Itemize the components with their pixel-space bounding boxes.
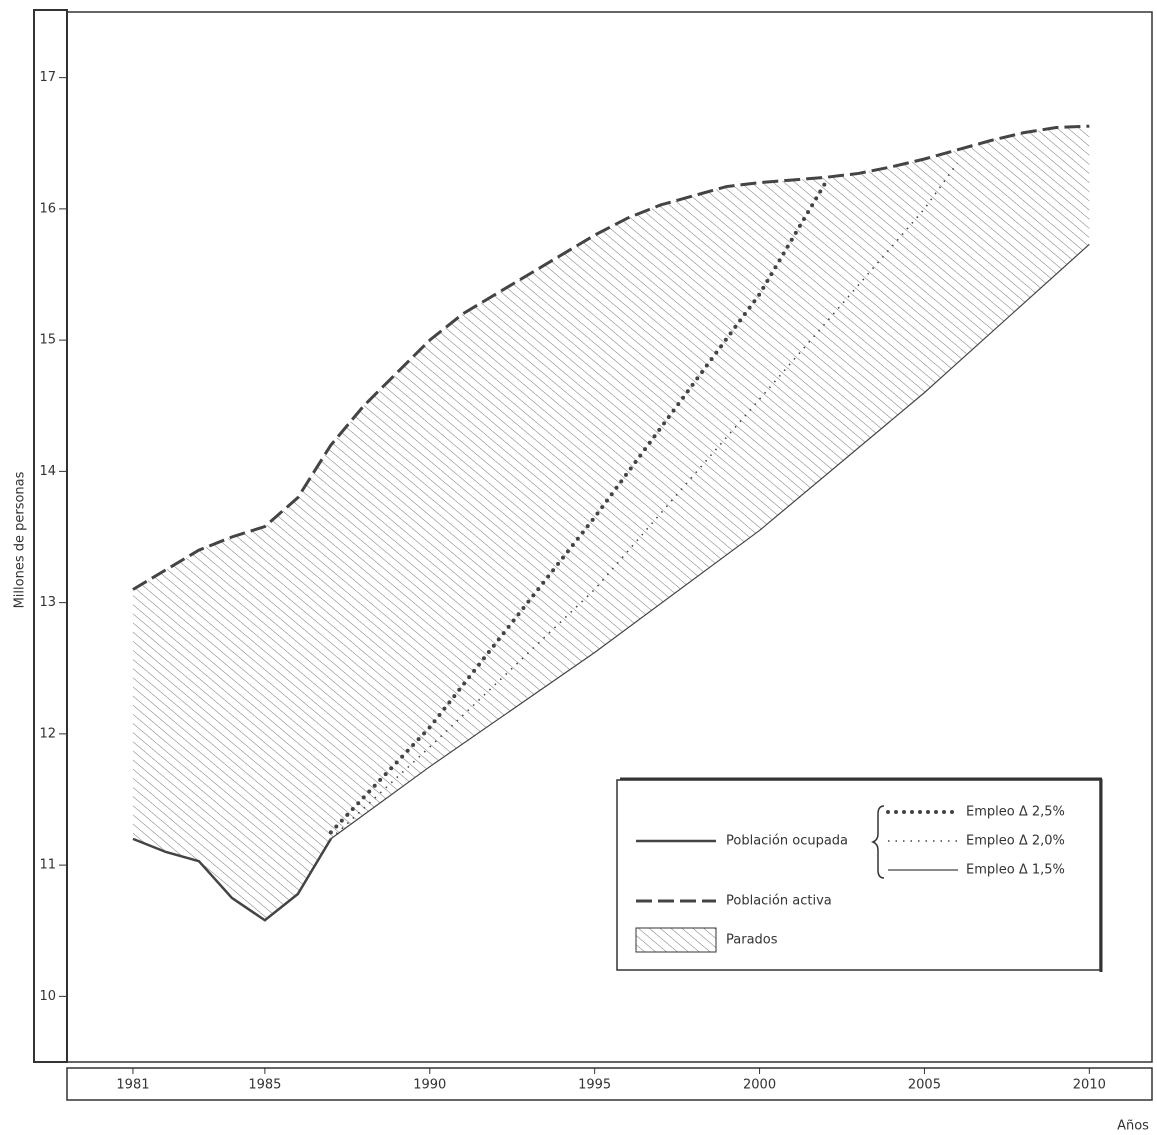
y-tick-label: 16 [39, 201, 56, 216]
y-tick-label: 12 [39, 726, 56, 741]
legend-label: Parados [726, 933, 778, 948]
legend-label: Población ocupada [726, 834, 848, 849]
y-tick-label: 11 [39, 858, 56, 873]
x-tick-label: 2010 [1073, 1078, 1106, 1093]
legend-label: Empleo Δ 2,0% [966, 834, 1065, 849]
left-strip [33, 9, 68, 1063]
y-tick-label: 17 [39, 70, 56, 85]
x-tick-label: 2000 [743, 1078, 776, 1093]
x-tick-label: 1981 [116, 1078, 149, 1093]
series-line [132, 837, 332, 922]
x-tick-label: 1995 [578, 1078, 611, 1093]
parados-area [132, 126, 1090, 921]
legend-label: Empleo Δ 1,5% [966, 863, 1065, 878]
x-axis-box [66, 1067, 1153, 1101]
x-axis-label: Años [1117, 1119, 1149, 1134]
y-axis-label: Millones de personas [13, 471, 28, 608]
series-line [330, 162, 959, 840]
legend: Población ocupada Empleo Δ 2,5% Empleo Δ 2… [616, 777, 1103, 972]
y-tick-label: 15 [39, 333, 56, 348]
series-line [132, 124, 1090, 591]
series-line [330, 243, 1090, 840]
y-tick-label: 14 [39, 464, 56, 479]
x-tick-label: 1990 [413, 1078, 446, 1093]
legend-key [635, 927, 717, 953]
legend-label: Empleo Δ 2,5% [966, 805, 1065, 820]
legend-label: Población activa [726, 894, 832, 909]
legend-brace [870, 805, 885, 879]
y-tick-label: 13 [39, 595, 56, 610]
y-tick-label: 10 [39, 989, 56, 1004]
x-tick-label: 2005 [908, 1078, 941, 1093]
x-tick-label: 1985 [248, 1078, 281, 1093]
plot-frame [66, 11, 1153, 1063]
series-line [328, 180, 828, 835]
